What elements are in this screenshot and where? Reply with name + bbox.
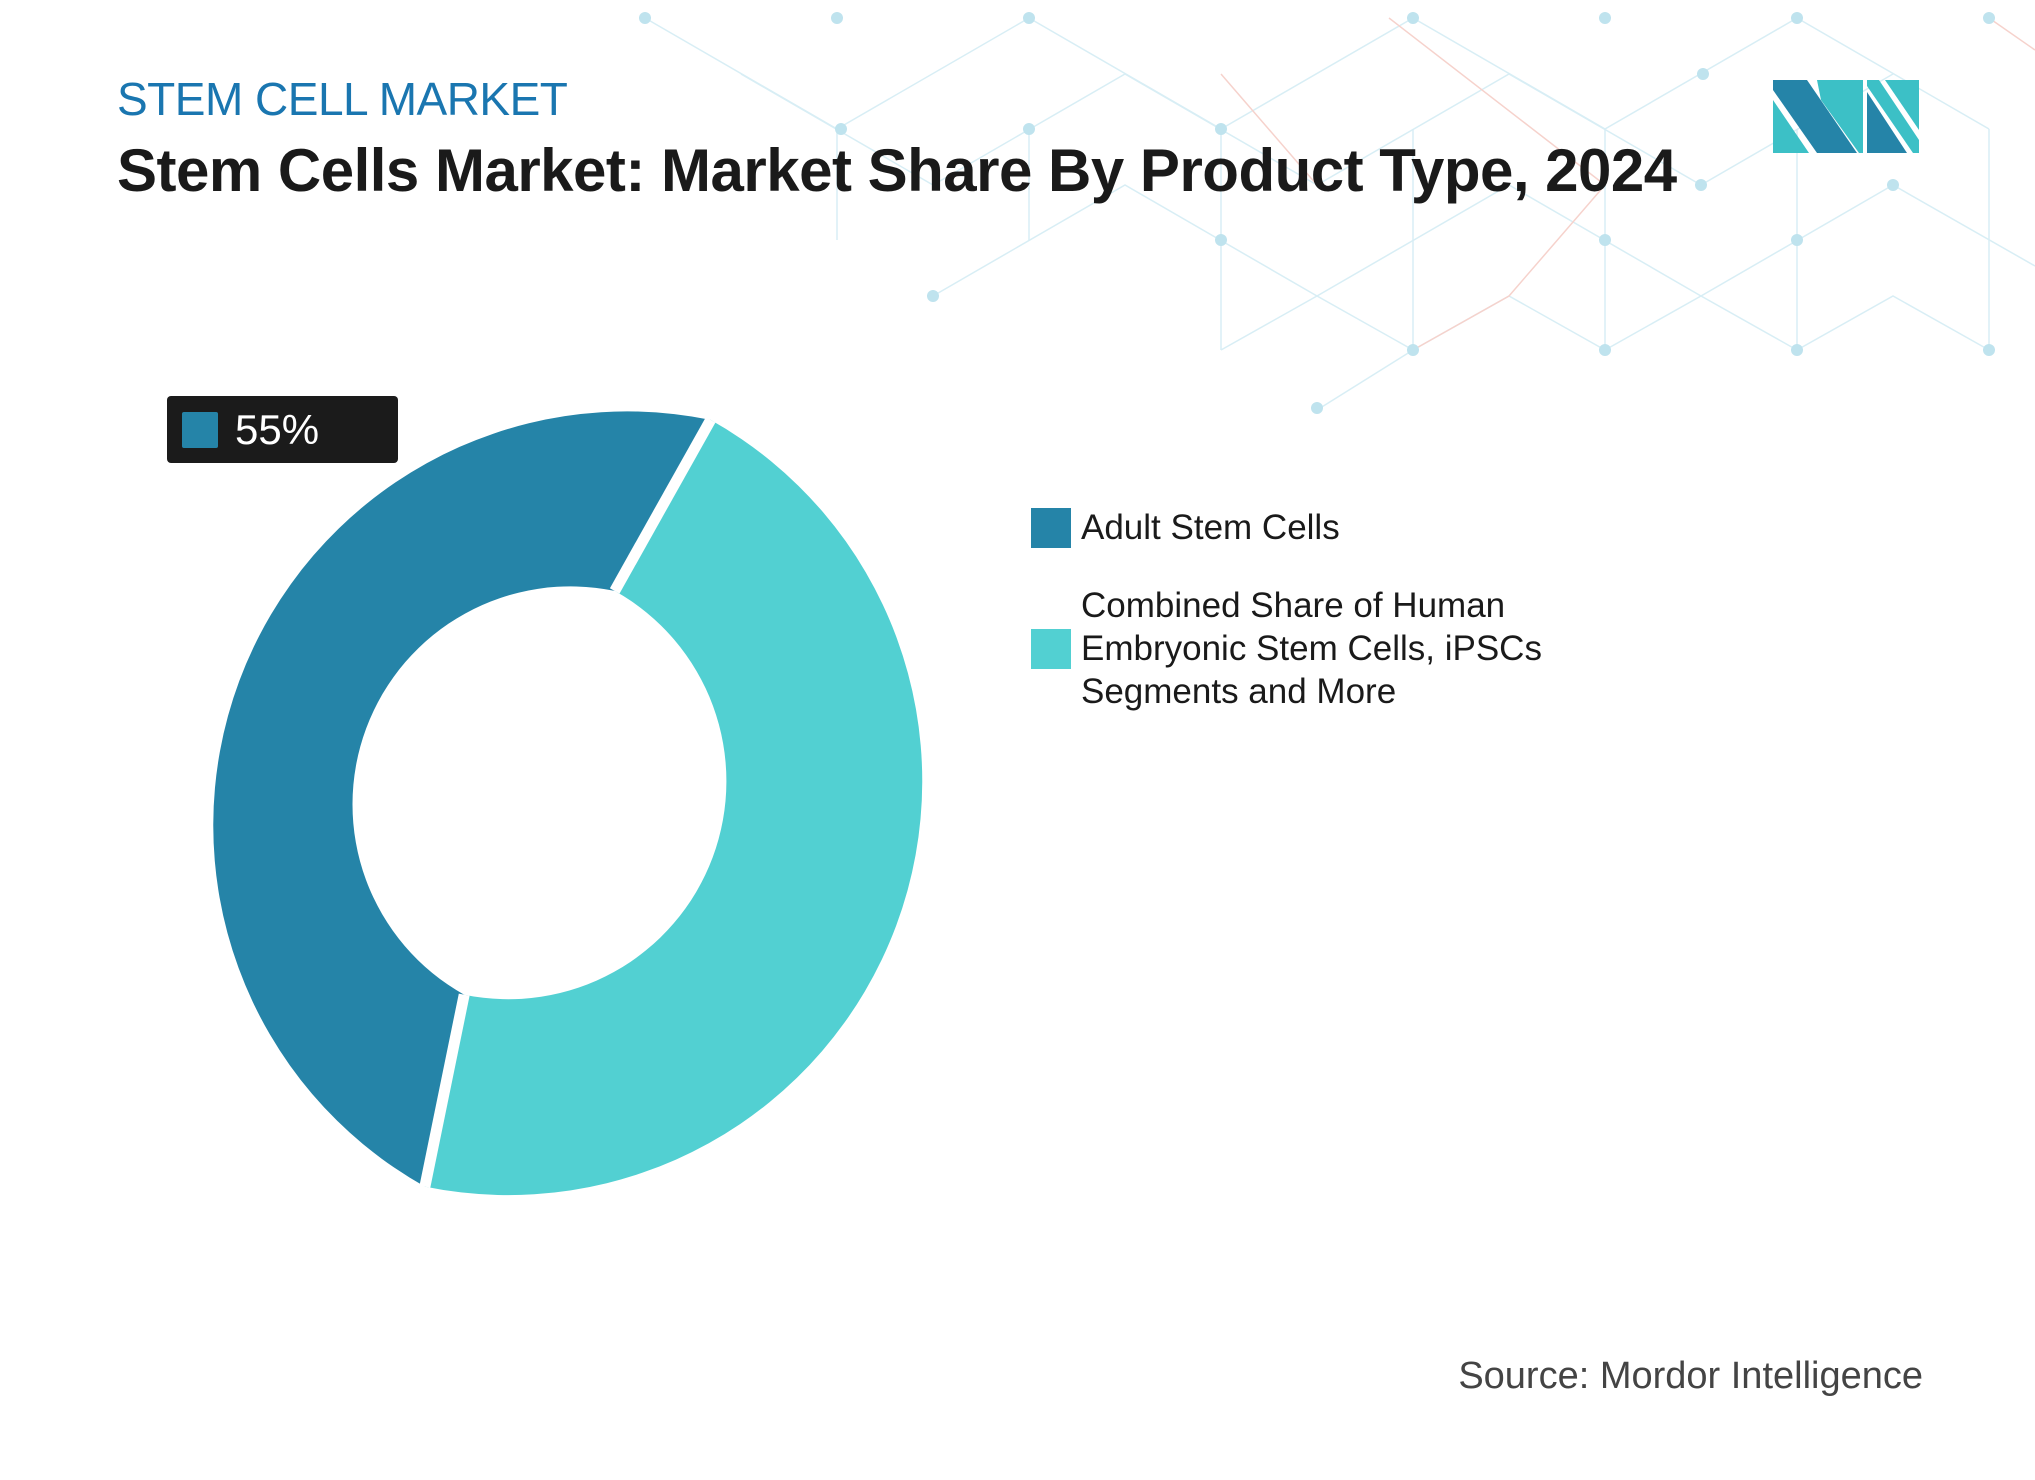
data-label-adult-stem-cells: 55% [167,396,398,463]
source-note: Source: Mordor Intelligence [1458,1355,1923,1397]
legend-label: Adult Stem Cells [1081,508,1340,547]
legend-label: Combined Share of Human Embryonic Stem C… [1081,586,1542,711]
background-hex-pattern [639,12,2035,414]
slice-combined-other[interactable] [424,419,923,1196]
slice-adult-stem-cells[interactable] [213,411,711,1187]
label-value: 55% [235,405,320,453]
label-swatch [182,411,218,448]
legend-item-adult-stem-cells[interactable]: Adult Stem Cells [1031,506,1621,549]
legend-item-combined-other[interactable]: Combined Share of Human Embryonic Stem C… [1031,584,1601,713]
mordor-logo-icon [1773,80,1919,153]
report-kicker: STEM CELL MARKET [117,73,568,125]
legend-swatch [1031,507,1071,548]
chart-title: Stem Cells Market: Market Share By Produ… [117,137,1677,204]
legend-swatch [1031,628,1071,669]
